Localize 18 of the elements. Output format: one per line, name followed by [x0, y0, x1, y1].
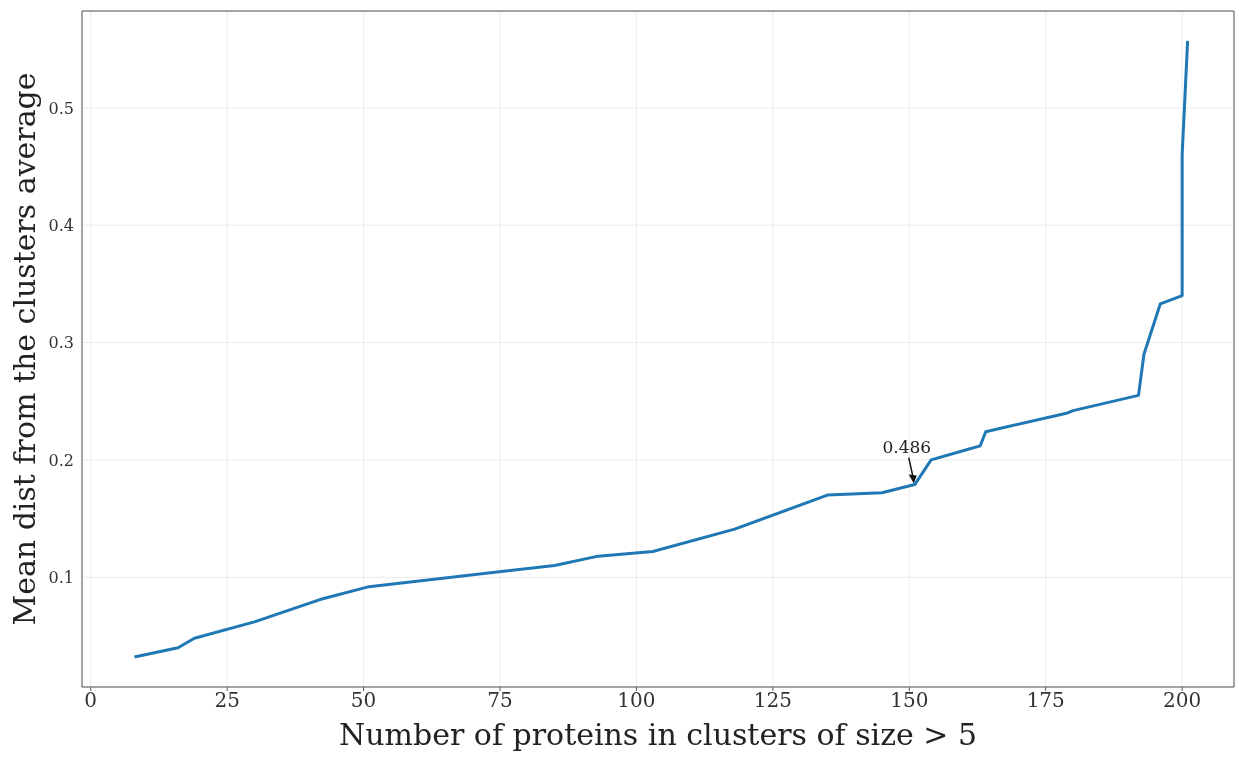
x-axis-title: Number of proteins in clusters of size > 5 — [338, 717, 978, 752]
y-tick-label: 0.4 — [48, 215, 74, 235]
x-tick-label: 0 — [84, 688, 98, 713]
x-tick-label: 100 — [617, 688, 656, 713]
x-tick-label: 50 — [350, 688, 377, 713]
y-tick-label: 0.2 — [48, 450, 74, 470]
annotation: 0.486 — [882, 436, 932, 457]
y-tick-label: 0.1 — [48, 567, 74, 587]
line-series — [132, 39, 1190, 659]
y-axis-title: Mean dist from the clusters average — [6, 72, 42, 626]
x-tick-label: 175 — [1026, 688, 1065, 713]
x-tick-label: 25 — [214, 688, 240, 713]
y-tick-label: 0.5 — [48, 98, 74, 118]
x-tick-label: 75 — [487, 688, 513, 713]
x-tick-label: 150 — [890, 688, 929, 713]
x-tick-label: 125 — [753, 688, 792, 713]
y-tick-label: 0.3 — [48, 333, 74, 353]
x-tick-label: 200 — [1163, 688, 1202, 713]
